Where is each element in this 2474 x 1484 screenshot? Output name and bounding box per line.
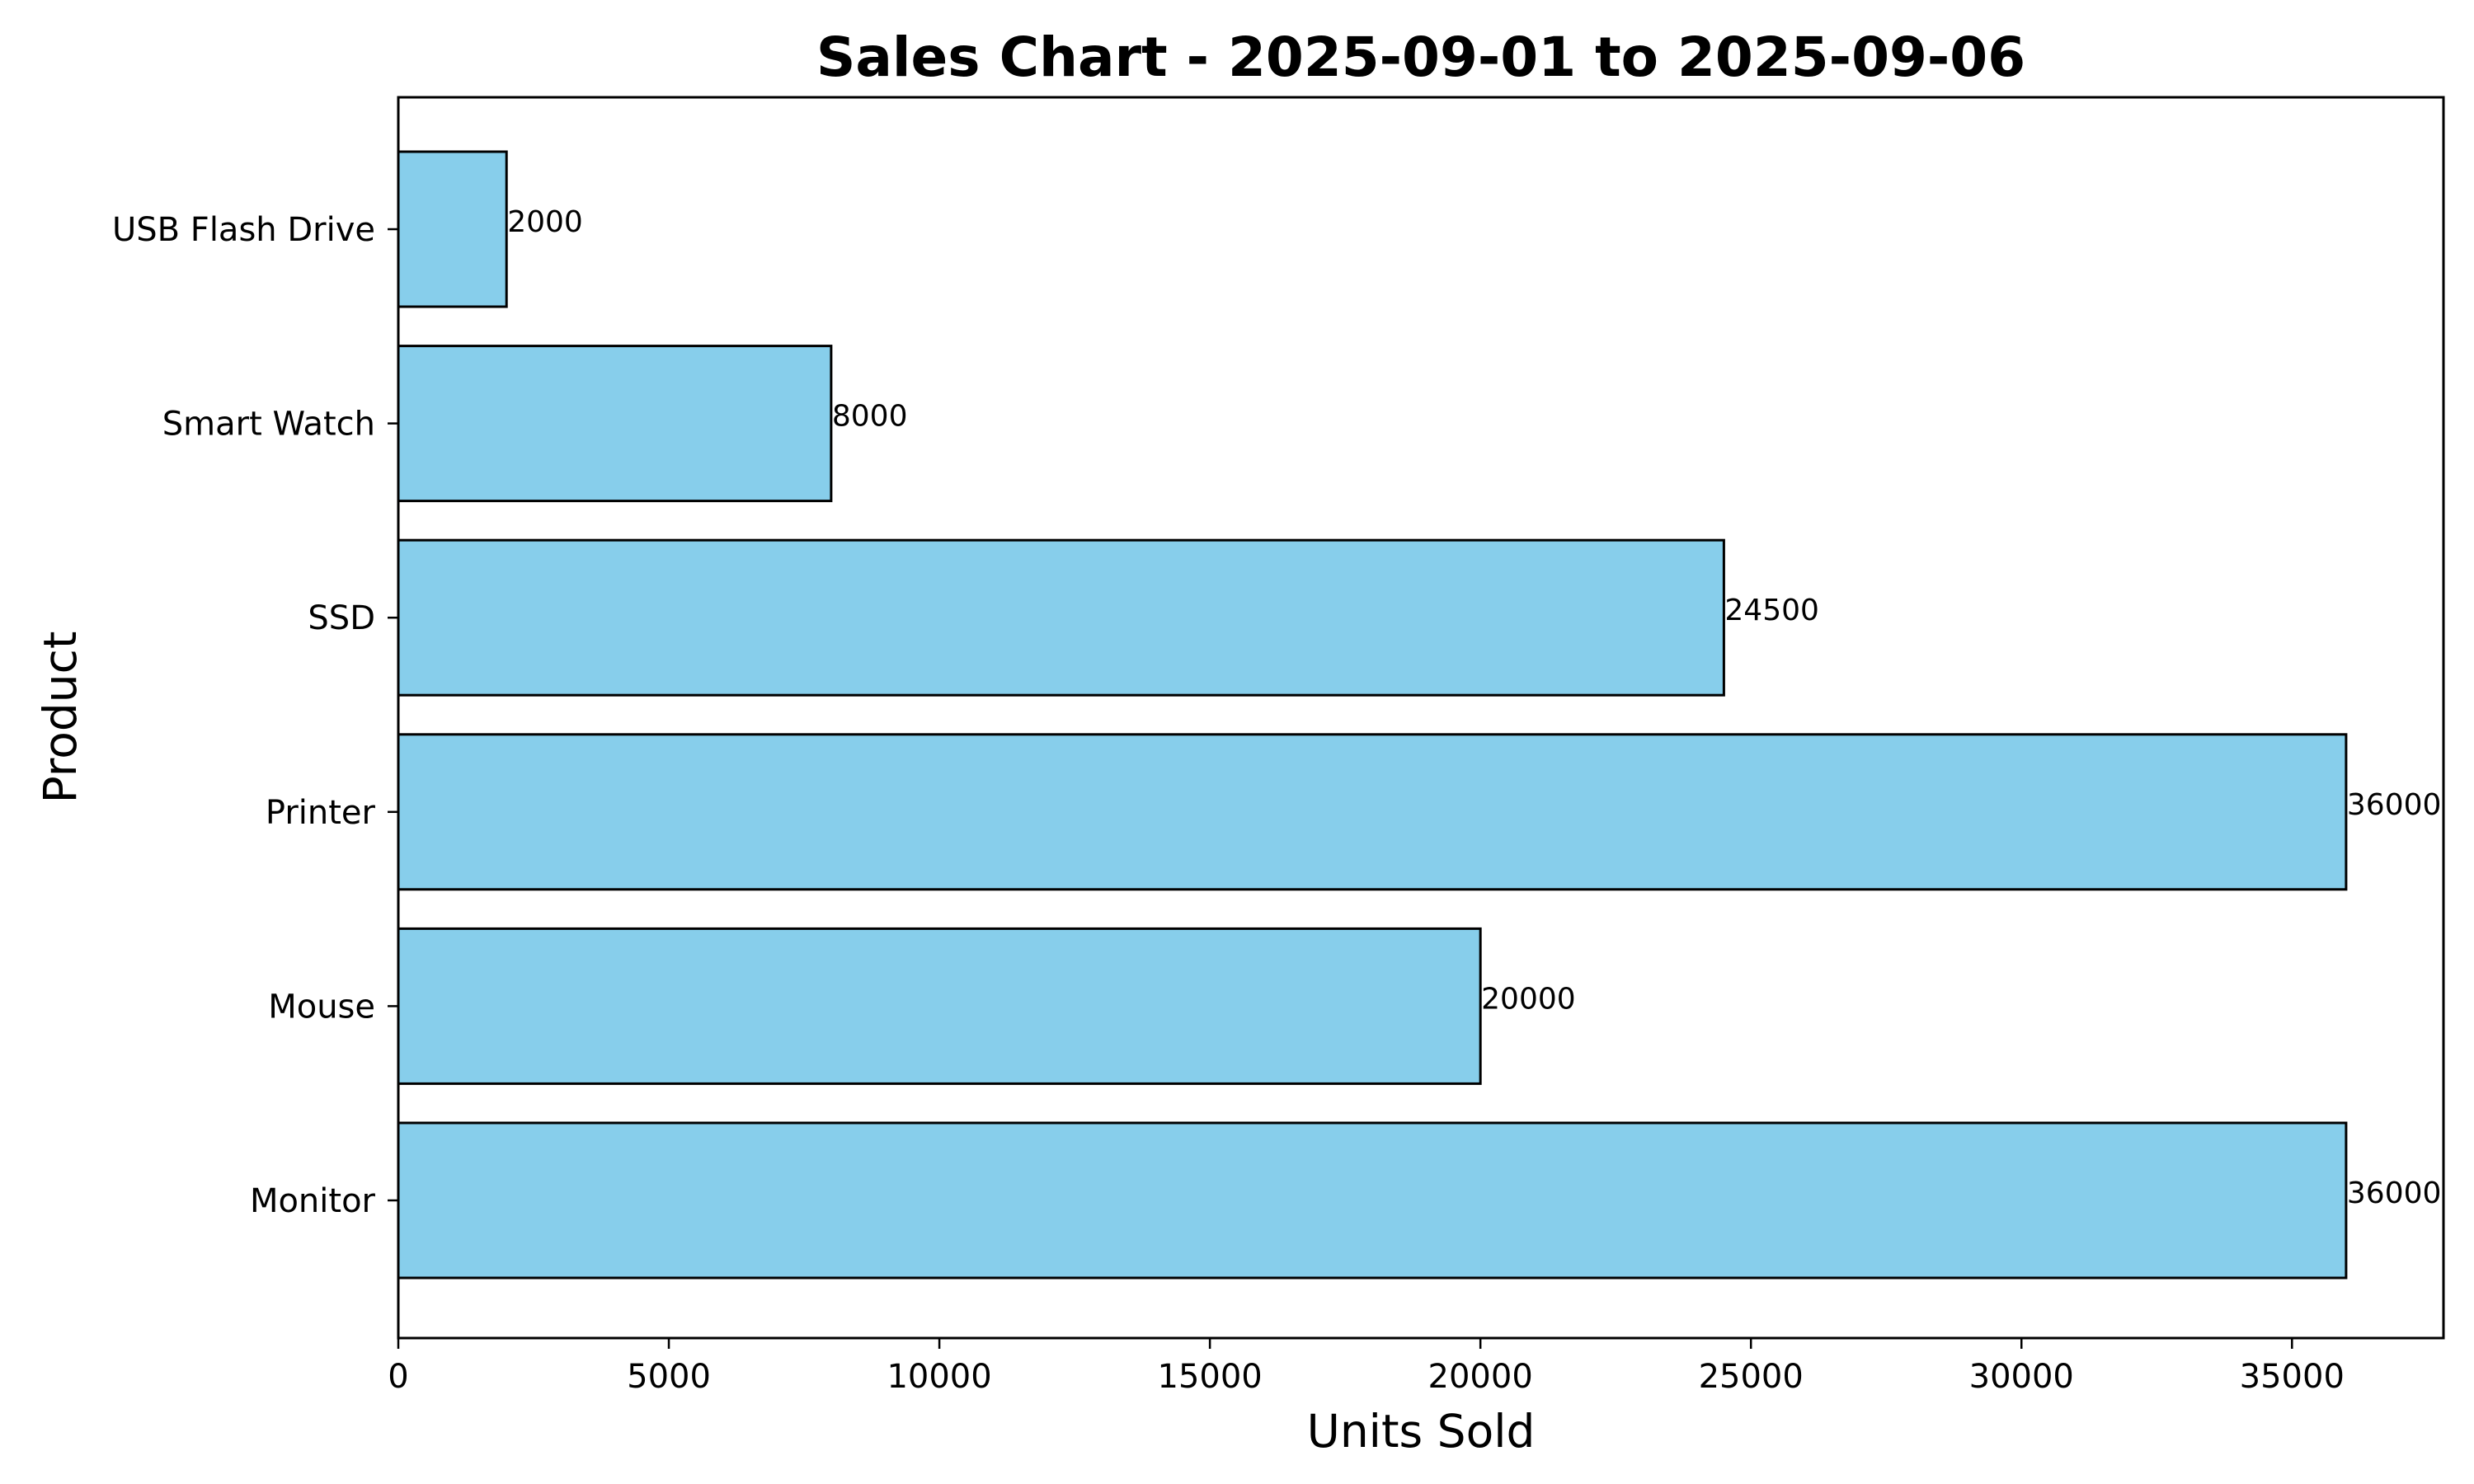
y-tick-label-printer: Printer [266,794,376,832]
data-label-ssd: 24500 [1724,594,1819,627]
y-tick-label-mouse: Mouse [268,988,375,1026]
bar-mouse [397,927,1482,1085]
x-tick-label-0: 0 [388,1358,408,1396]
y-axis-ticks: Monitor Mouse Printer SSD Smart Watch USB Fla… [112,211,398,1220]
y-tick-label-smart-watch: Smart Watch [162,406,375,444]
chart-title: Sales Chart - 2025-09-01 to 2025-09-06 [816,26,2025,89]
data-label-mouse: 20000 [1481,982,1576,1016]
bar-smart-watch [397,345,833,503]
data-label-monitor: 36000 [2347,1176,2442,1210]
x-tick-label-15000: 15000 [1158,1358,1263,1396]
x-tick-label-5000: 5000 [627,1358,711,1396]
bars-group [397,150,2348,1280]
bar-ssd [397,538,1725,697]
data-label-smart-watch: 8000 [832,400,908,434]
y-tick-label-usb-flash-drive: USB Flash Drive [112,211,375,249]
x-tick-label-25000: 25000 [1699,1358,1804,1396]
x-axis-ticks: 0 5000 10000 15000 20000 25000 30000 35000 [388,1338,2345,1396]
y-tick-label-ssd: SSD [308,599,375,637]
data-labels-group: 36000 20000 36000 24500 8000 2000 [507,205,2441,1210]
x-axis-label: Units Sold [1307,1405,1536,1458]
x-tick-label-30000: 30000 [1969,1358,2074,1396]
plot-frame [397,96,2445,1340]
data-label-usb-flash-drive: 2000 [507,205,583,239]
x-tick-label-20000: 20000 [1428,1358,1533,1396]
x-tick-label-10000: 10000 [887,1358,991,1396]
bar-monitor [397,1121,2348,1280]
bar-printer [397,733,2348,891]
data-label-printer: 36000 [2347,788,2442,822]
bar-usb-flash-drive [397,150,508,308]
y-tick-label-monitor: Monitor [250,1182,376,1220]
y-axis-label: Product [34,632,87,804]
x-tick-label-35000: 35000 [2240,1358,2345,1396]
